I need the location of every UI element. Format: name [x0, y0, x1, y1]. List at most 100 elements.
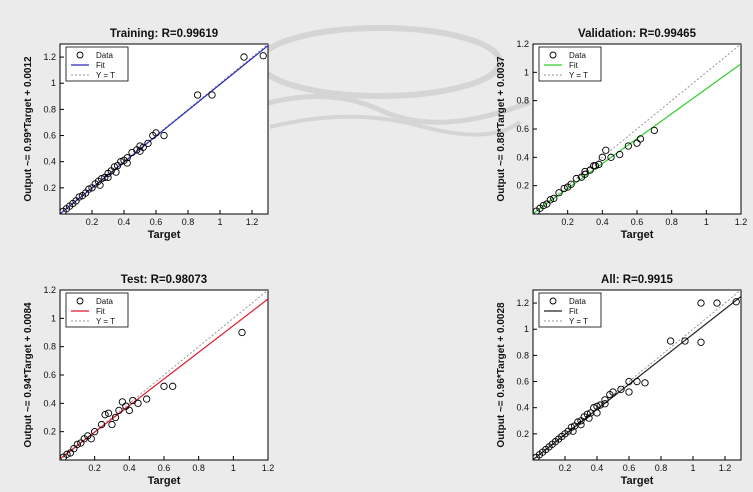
data-point: [111, 413, 120, 422]
series-group: [533, 290, 741, 460]
data-point: [115, 406, 123, 415]
data-point: [85, 185, 93, 193]
x-axis-label: Target: [621, 475, 654, 487]
data-point: [567, 423, 576, 431]
data-point: [208, 91, 216, 99]
data-point: [713, 299, 721, 307]
legend-data-marker: [549, 51, 557, 59]
data-point: [169, 382, 177, 390]
data-point: [666, 337, 675, 345]
x-tick-label: 0.8: [655, 463, 668, 473]
x-tick-label: 1: [704, 217, 709, 227]
data-point: [546, 196, 554, 204]
legend-fit-label: Fit: [96, 61, 106, 70]
data-point: [601, 400, 609, 408]
y-axis-label: Output ~= 0.99*Target + 0.0012: [23, 56, 34, 202]
x-axis-label: Target: [148, 475, 181, 487]
legend-fit-label: Fit: [569, 61, 579, 70]
x-tick-label: 1: [231, 463, 236, 473]
data-point: [572, 174, 580, 183]
data-point: [125, 406, 133, 415]
y-tick-label: 0.2: [516, 429, 529, 439]
data-point: [87, 435, 95, 443]
legend-data-marker: [76, 297, 84, 305]
data-point: [110, 163, 119, 171]
y-tick-label: 0.6: [516, 377, 529, 387]
y-tick-label: 1: [51, 313, 56, 323]
data-point: [601, 396, 609, 404]
data-point: [160, 131, 168, 140]
data-point: [697, 338, 705, 346]
legend-data-label: Data: [569, 51, 586, 60]
y-tick-label: 1.2: [516, 298, 529, 308]
data-point: [596, 401, 604, 409]
y-tick-label: 0.6: [43, 131, 56, 141]
data-point: [581, 167, 589, 176]
data-point: [581, 170, 589, 178]
data-point: [569, 427, 577, 435]
data-point: [602, 146, 610, 154]
x-tick-label: 1: [217, 217, 222, 227]
data-point: [625, 377, 633, 386]
legend-identity-label: Y = T: [96, 71, 115, 80]
legend-data-label: Data: [96, 51, 113, 60]
y-tick-label: 1.2: [516, 39, 529, 49]
data-point: [123, 154, 131, 162]
x-tick-label: 0.8: [192, 463, 205, 473]
data-point: [144, 139, 152, 148]
x-tick-label: 0.8: [665, 217, 678, 227]
x-tick-label: 1.2: [719, 463, 732, 473]
x-tick-label: 0.2: [559, 463, 572, 473]
data-point: [539, 201, 548, 210]
x-tick-label: 0.6: [158, 463, 171, 473]
x-tick-label: 0.2: [86, 217, 99, 227]
data-point: [617, 385, 625, 394]
data-point: [590, 404, 598, 412]
data-point: [560, 184, 568, 193]
x-tick-label: 1.2: [735, 217, 748, 227]
data-point: [577, 421, 585, 429]
data-point: [152, 129, 160, 137]
x-tick-label: 0.4: [596, 217, 609, 227]
data-point: [96, 181, 104, 189]
plot-validation: Validation: R=0.99465 0.2 0.4 0.6 0.8 1 1.2 0.2…: [496, 28, 748, 241]
series-group: [60, 44, 268, 214]
legend-fit-label: Fit: [96, 307, 106, 316]
data-point: [633, 377, 641, 386]
y-tick-label: 1.2: [43, 52, 56, 62]
x-tick-label: 0.6: [623, 463, 636, 473]
x-tick-label: 1.2: [246, 217, 259, 227]
legend-data-label: Data: [569, 297, 586, 306]
y-tick-label: 0.4: [516, 152, 529, 162]
y-axis-label: Output ~= 0.94*Target + 0.0084: [23, 302, 34, 448]
y-tick-label: 1: [524, 324, 529, 334]
series-group: [533, 44, 741, 214]
y-axis-label: Output ~= 0.88*Target + 0.0037: [496, 56, 507, 202]
legend-data-marker: [76, 51, 84, 59]
data-point: [567, 180, 575, 188]
chart-title: Validation: R=0.99465: [578, 28, 697, 40]
data-point: [595, 160, 603, 169]
data-point: [607, 153, 615, 161]
legend-data-marker: [549, 297, 557, 305]
x-tick-label: 0.2: [88, 463, 101, 473]
y-tick-label: 1: [524, 67, 529, 77]
data-point: [681, 337, 689, 345]
data-point: [593, 409, 601, 417]
y-tick-label: 0.4: [43, 157, 56, 167]
data-point: [75, 193, 83, 201]
y-tick-label: 0.8: [43, 104, 56, 114]
data-point: [63, 450, 71, 458]
data-point: [104, 409, 113, 417]
data-point: [650, 126, 658, 135]
data-point: [732, 298, 740, 306]
data-point: [112, 168, 120, 176]
y-tick-label: 0.4: [43, 398, 56, 408]
plot-training: Training: R=0.99619 0.2 0.4 0.6 0.8 1 1.2 0.2 0.…: [23, 28, 269, 241]
x-tick-label: 0.4: [118, 217, 131, 227]
data-point: [160, 382, 168, 390]
x-tick-label: 0.4: [123, 463, 136, 473]
x-tick-label: 1: [690, 463, 695, 473]
x-tick-label: 0.6: [150, 217, 163, 227]
